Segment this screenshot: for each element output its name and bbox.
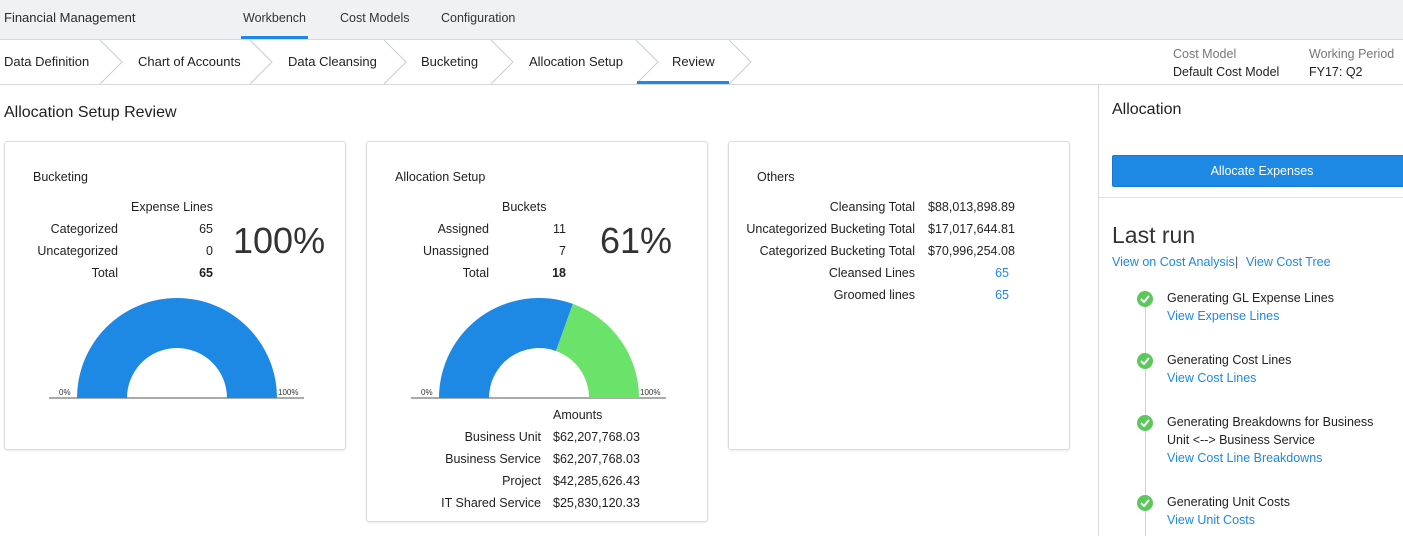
bucketing-percent: 100% xyxy=(233,220,326,261)
groomed-lines-link[interactable]: 65 xyxy=(995,288,1009,302)
step-chevron-icon xyxy=(250,40,273,84)
check-circle-icon xyxy=(1137,291,1153,307)
view-cost-line-breakdowns-link[interactable]: View Cost Line Breakdowns xyxy=(1167,451,1323,465)
allocation-setup-card: Allocation Setup Buckets Assigned 11 Una… xyxy=(366,141,708,522)
step-gl-expense-lines: Generating GL Expense Lines xyxy=(1167,291,1335,305)
check-circle-icon xyxy=(1137,353,1153,369)
step-cost-lines: Generating Cost Lines xyxy=(1167,353,1292,367)
categorized-bucketing-total-value: $70,996,254.08 xyxy=(928,244,1015,258)
total-label: Total xyxy=(91,266,118,280)
expense-lines-header: Expense Lines xyxy=(131,200,214,214)
business-unit-label: Business Unit xyxy=(464,430,541,444)
check-circle-icon xyxy=(1137,495,1153,511)
uncategorized-value: 0 xyxy=(206,244,213,258)
buckets-header: Buckets xyxy=(502,200,547,214)
step-breakdowns-line1: Generating Breakdowns for Business xyxy=(1167,415,1374,429)
total-value: 65 xyxy=(199,266,213,280)
gauge-min-label: 0% xyxy=(421,388,433,397)
last-run-heading: Last run xyxy=(1112,222,1196,248)
unassigned-value: 7 xyxy=(559,244,566,258)
uncategorized-label: Uncategorized xyxy=(37,244,118,258)
buckets-total-label: Total xyxy=(462,266,489,280)
cleansed-lines-link[interactable]: 65 xyxy=(995,266,1009,280)
uncategorized-bucketing-total-label: Uncategorized Bucketing Total xyxy=(746,222,915,236)
active-step-indicator xyxy=(637,81,729,84)
amounts-header: Amounts xyxy=(553,408,603,422)
step-chevron-icon xyxy=(100,40,123,84)
page-title: Allocation Setup Review xyxy=(4,104,177,121)
allocation-panel-title: Allocation xyxy=(1112,101,1182,118)
view-unit-costs-link[interactable]: View Unit Costs xyxy=(1167,513,1255,527)
bucketing-gauge xyxy=(49,298,304,399)
business-service-value: $62,207,768.03 xyxy=(553,452,640,466)
allocation-setup-title: Allocation Setup xyxy=(395,170,486,184)
cleansing-total-label: Cleansing Total xyxy=(829,200,915,214)
assigned-label: Assigned xyxy=(437,222,489,236)
step-review[interactable]: Review xyxy=(672,54,715,69)
cost-model-label: Cost Model xyxy=(1173,47,1237,61)
gauge-assigned-arc xyxy=(439,297,573,398)
step-chevron-icon xyxy=(491,40,514,84)
view-expense-lines-link[interactable]: View Expense Lines xyxy=(1167,309,1280,323)
others-title: Others xyxy=(757,170,795,184)
gauge-max-label: 100% xyxy=(640,388,661,397)
cost-model-value: Default Cost Model xyxy=(1173,65,1280,79)
step-data-cleansing[interactable]: Data Cleansing xyxy=(288,54,377,69)
others-card: Others Cleansing Total $88,013,898.89 Un… xyxy=(728,141,1070,450)
top-bar: Financial Management Workbench Cost Mode… xyxy=(0,0,1403,40)
topnav-cost-models[interactable]: Cost Models xyxy=(340,11,410,25)
step-bucketing[interactable]: Bucketing xyxy=(421,54,479,69)
step-unit-costs: Generating Unit Costs xyxy=(1167,495,1290,509)
gauge-unassigned-arc xyxy=(555,303,639,398)
bucketing-title: Bucketing xyxy=(33,170,88,184)
categorized-value: 65 xyxy=(199,222,213,236)
unassigned-label: Unassigned xyxy=(422,244,489,258)
view-cost-tree-link[interactable]: View Cost Tree xyxy=(1246,255,1331,269)
gauge-max-label: 100% xyxy=(278,388,299,397)
gauge-min-label: 0% xyxy=(59,388,71,397)
allocation-percent: 61% xyxy=(600,220,673,261)
step-chevron-icon xyxy=(384,40,407,84)
business-service-label: Business Service xyxy=(445,452,541,466)
step-chevron-icon xyxy=(636,40,659,84)
working-period-label: Working Period xyxy=(1309,47,1395,61)
buckets-total-value: 18 xyxy=(552,266,566,280)
step-data-definition[interactable]: Data Definition xyxy=(4,54,90,69)
project-label: Project xyxy=(502,474,541,488)
categorized-bucketing-total-label: Categorized Bucketing Total xyxy=(759,244,915,258)
check-circle-icon xyxy=(1137,415,1153,431)
topnav-workbench[interactable]: Workbench xyxy=(241,11,308,39)
cleansing-total-value: $88,013,898.89 xyxy=(928,200,1015,214)
project-value: $42,285,626.43 xyxy=(553,474,640,488)
it-shared-service-value: $25,830,120.33 xyxy=(553,496,640,510)
topnav-configuration[interactable]: Configuration xyxy=(441,11,516,25)
step-allocation-setup[interactable]: Allocation Setup xyxy=(529,54,623,69)
step-chevron-icon xyxy=(729,40,752,84)
app-title: Financial Management xyxy=(4,10,136,25)
panel-divider xyxy=(1099,197,1403,198)
groomed-lines-label: Groomed lines xyxy=(833,288,915,302)
step-chart-of-accounts[interactable]: Chart of Accounts xyxy=(138,54,241,69)
workflow-stepper: Data Definition Chart of Accounts Data C… xyxy=(0,40,1403,85)
categorized-label: Categorized xyxy=(50,222,118,236)
view-cost-lines-link[interactable]: View Cost Lines xyxy=(1167,371,1257,385)
gauge-categorized-arc xyxy=(77,298,277,398)
allocate-expenses-button[interactable]: Allocate Expenses xyxy=(1112,155,1403,187)
allocation-gauge xyxy=(411,297,666,399)
business-unit-value: $62,207,768.03 xyxy=(553,430,640,444)
bucketing-card: Bucketing Expense Lines Categorized 65 U… xyxy=(4,141,346,450)
uncategorized-bucketing-total-value: $17,017,644.81 xyxy=(928,222,1015,236)
link-separator: | xyxy=(1235,255,1239,269)
view-cost-analysis-link[interactable]: View on Cost Analysis xyxy=(1112,255,1235,269)
step-breakdowns-line2: Unit <--> Business Service xyxy=(1167,433,1315,447)
working-period-value: FY17: Q2 xyxy=(1309,65,1363,79)
allocation-panel: Allocation Allocate Expenses Last run Vi… xyxy=(1098,85,1403,536)
assigned-value: 11 xyxy=(553,222,566,236)
it-shared-service-label: IT Shared Service xyxy=(441,496,541,510)
cleansed-lines-label: Cleansed Lines xyxy=(828,266,915,280)
